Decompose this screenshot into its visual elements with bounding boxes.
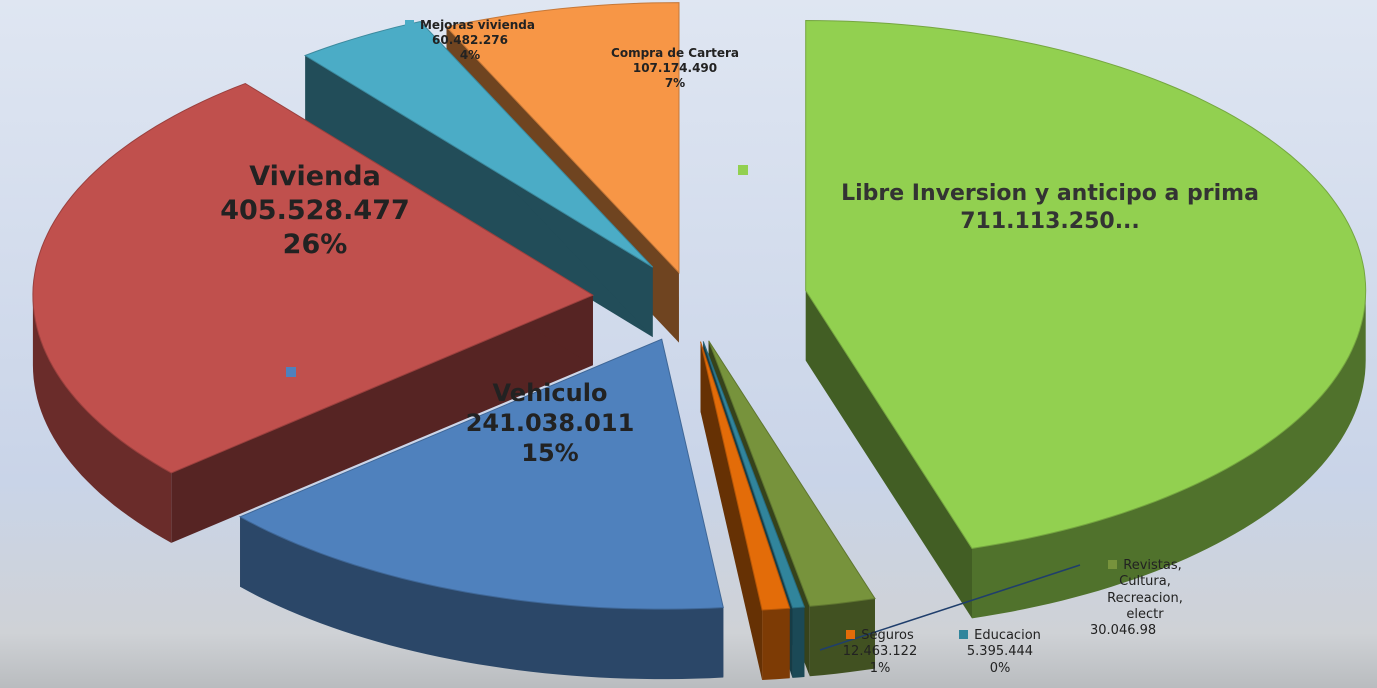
category-label: Compra de Cartera [611, 46, 739, 60]
data-label: Revistas, Cultura, Recreacion, electr 30.… [1090, 558, 1220, 639]
category-label: Libre Inversion y anticipo a prima [841, 181, 1259, 206]
category-label: Seguros [815, 628, 945, 644]
slice [303, 20, 654, 338]
category-label: Educacion [930, 628, 1070, 644]
value-label: 405.528.477 [220, 194, 410, 226]
category-label: Vivienda [249, 161, 381, 192]
value-label: 60.482.276 [432, 33, 508, 47]
data-label: Vivienda 405.528.477 26% [190, 160, 440, 261]
slice-edge [32, 295, 172, 543]
slice [238, 338, 724, 680]
percent-label: 7% [664, 76, 686, 90]
slice [805, 19, 1367, 619]
slice-top [445, 2, 680, 274]
value-label: 12.463.122 [842, 644, 918, 660]
data-label: Libre Inversion y anticipo a prima 711.11… [800, 180, 1300, 235]
value-label: 5.395.444 [966, 644, 1034, 660]
category-label: Vehiculo [492, 379, 608, 407]
slice-edge [240, 516, 724, 680]
marker [738, 165, 748, 175]
slice-top [805, 19, 1367, 549]
slice-top [708, 340, 876, 607]
legend-swatch [404, 20, 414, 29]
slice-edge [762, 608, 790, 680]
percent-label: 0% [989, 660, 1011, 676]
percent-label: 26% [282, 228, 348, 260]
legend-swatch [959, 630, 969, 639]
slice [700, 341, 791, 680]
slice-side [305, 55, 653, 338]
data-label: Seguros 12.463.122 1% [815, 628, 945, 677]
percent-label: 15% [521, 439, 579, 467]
slice-top [32, 82, 595, 474]
slice-side [805, 290, 972, 619]
legend-swatch [1108, 560, 1118, 569]
data-label: Mejoras vivienda 60.482.276 4% [370, 18, 570, 63]
percent-label: 4% [459, 48, 481, 62]
slice-top [700, 341, 791, 611]
category-label: Revistas, Cultura, Recreacion, electr [1107, 558, 1183, 622]
marker [286, 367, 296, 377]
value-label: 241.038.011 [465, 409, 635, 437]
slice-side [700, 341, 763, 680]
slice-edge [792, 607, 805, 678]
legend-swatch [846, 630, 856, 639]
value-label: 711.113.250... [960, 208, 1140, 234]
data-label: Educacion 5.395.444 0% [930, 628, 1070, 677]
slice [32, 82, 595, 543]
leader-line [819, 564, 1081, 651]
percent-label: 1% [869, 660, 891, 676]
data-label: Compra de Cartera 107.174.490 7% [590, 46, 760, 91]
category-label: Mejoras vivienda [370, 18, 570, 33]
slice-edge [972, 290, 1366, 619]
slice-top [238, 338, 724, 610]
value-label: 107.174.490 [632, 61, 718, 75]
value-label: 30.046.98 [1090, 623, 1157, 638]
slice-side [171, 295, 593, 543]
data-label: Vehiculo 241.038.011 15% [420, 378, 680, 468]
slice-top [702, 341, 806, 609]
slice-edge [809, 598, 875, 677]
